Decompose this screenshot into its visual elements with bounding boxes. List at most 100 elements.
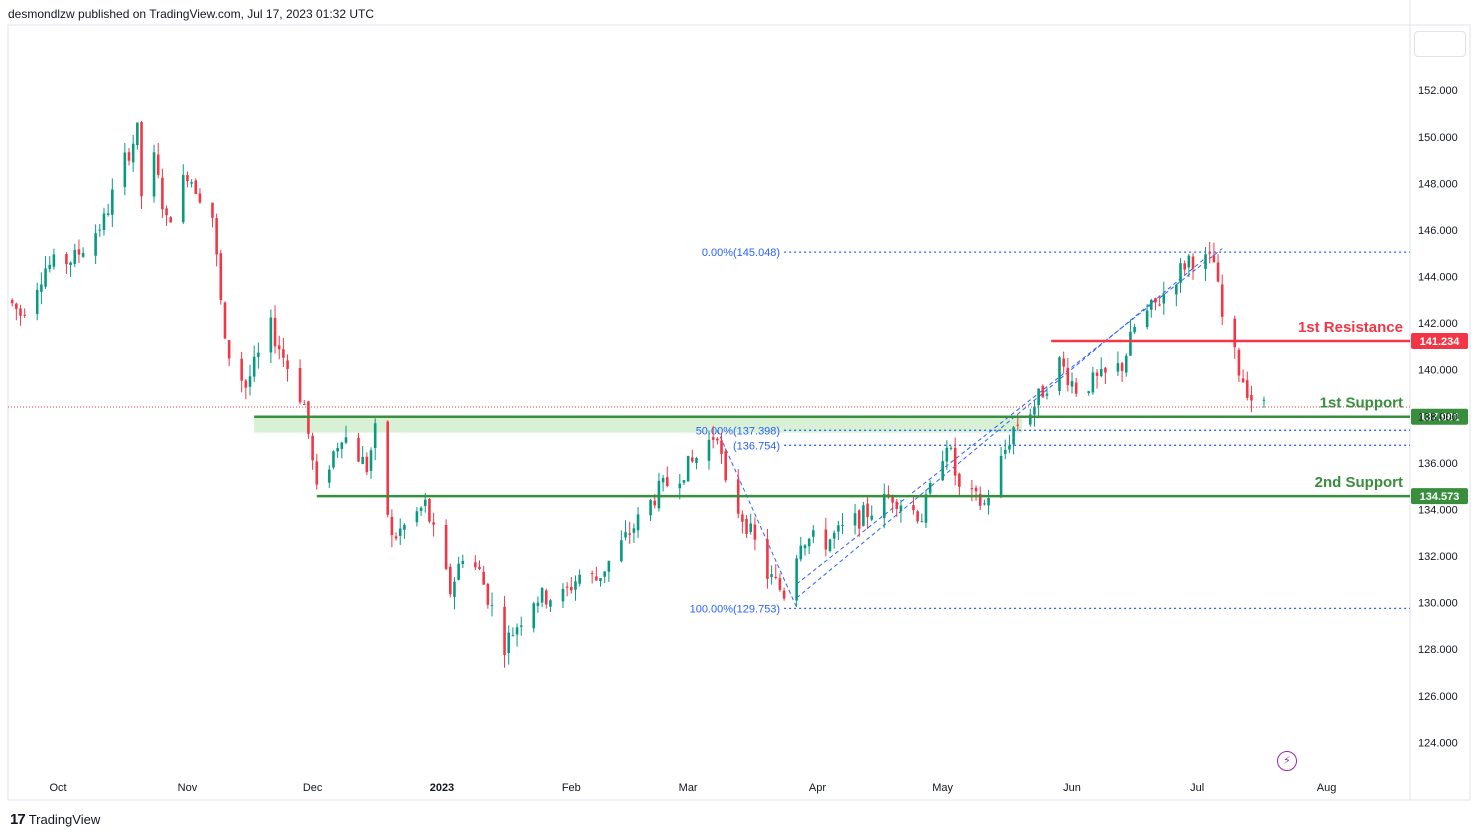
candle-body xyxy=(632,528,636,533)
price-tag-0 xyxy=(1411,332,1468,349)
candle-body xyxy=(486,583,490,605)
candle-body xyxy=(970,488,974,490)
candle-body xyxy=(1033,406,1036,415)
candle-body xyxy=(924,494,928,523)
x-tick-label: Nov xyxy=(178,782,198,794)
y-tick-label: 136.000 xyxy=(1418,458,1458,470)
candle-body xyxy=(1162,294,1166,304)
candle-body xyxy=(1233,318,1237,348)
candle-body xyxy=(828,539,832,551)
candle-body xyxy=(832,532,836,539)
candle-body xyxy=(340,442,344,449)
candle-body xyxy=(423,499,427,506)
candle-body xyxy=(866,503,869,518)
y-tick-label: 130.000 xyxy=(1418,598,1458,610)
candle-body xyxy=(240,358,243,381)
candle-body xyxy=(357,437,360,462)
candle-body xyxy=(428,499,431,522)
candle-body xyxy=(152,152,156,197)
candle-body xyxy=(248,376,252,387)
candle-body xyxy=(636,514,640,531)
candle-body xyxy=(1087,391,1091,393)
candle-body xyxy=(252,356,256,377)
candle-body xyxy=(298,368,302,403)
candle-body xyxy=(344,437,348,443)
candle-body xyxy=(44,268,47,287)
candle-body xyxy=(695,457,698,463)
candle-body xyxy=(1045,393,1049,396)
candle-body xyxy=(98,229,102,231)
candle-body xyxy=(853,513,857,526)
chart-frame xyxy=(7,24,1471,801)
candle-body xyxy=(19,308,22,316)
candle-body xyxy=(1095,372,1099,376)
candle-body xyxy=(1191,256,1195,269)
candle-body xyxy=(1145,310,1149,328)
y-tick-label: 132.000 xyxy=(1418,551,1458,563)
chart-settings-box[interactable] xyxy=(1414,31,1466,57)
tradingview-brand[interactable]: 17 TradingView xyxy=(10,811,100,828)
x-tick-label: Dec xyxy=(303,782,323,794)
y-tick-label: 152.000 xyxy=(1418,85,1458,97)
candle-body xyxy=(603,571,606,577)
lightning-bolt-icon[interactable]: ⚡ xyxy=(1277,751,1297,771)
candle-body xyxy=(1104,367,1107,373)
candle-body xyxy=(453,581,456,597)
candle-body xyxy=(1120,363,1124,371)
candle-body xyxy=(899,505,903,512)
candle-body xyxy=(1041,385,1045,398)
candle-body xyxy=(77,249,81,255)
candle-body xyxy=(1058,357,1061,392)
price-tag-2 xyxy=(1411,488,1468,505)
candle-body xyxy=(770,574,773,578)
candle-body xyxy=(273,317,277,347)
candle-body xyxy=(444,524,448,570)
candle-body xyxy=(332,451,335,468)
price-tag-text-1: 137.981 xyxy=(1420,412,1460,424)
y-tick-label: 126.000 xyxy=(1418,691,1458,703)
x-tick-label: Oct xyxy=(50,782,67,794)
support-zone xyxy=(254,416,1022,433)
candle-body xyxy=(837,525,840,532)
x-tick-label: Jun xyxy=(1063,782,1081,794)
candle-body xyxy=(161,177,164,210)
candle-body xyxy=(999,455,1003,497)
candle-body xyxy=(123,152,127,187)
candle-body xyxy=(15,303,18,310)
candle-body xyxy=(190,182,193,184)
candle-body xyxy=(1216,262,1220,282)
candle-body xyxy=(803,545,807,549)
candle-body xyxy=(1003,449,1007,454)
candle-body xyxy=(1208,252,1212,254)
candle-body xyxy=(741,514,744,522)
candle-body xyxy=(857,510,861,529)
candle-body xyxy=(661,477,665,483)
candle-body xyxy=(862,505,865,526)
candle-body xyxy=(544,590,548,605)
y-tick-label: 144.000 xyxy=(1418,272,1458,284)
candle-body xyxy=(140,122,143,197)
candle-body xyxy=(519,625,523,627)
candle-body xyxy=(1062,358,1065,367)
candle-body xyxy=(69,262,72,266)
candle-body xyxy=(720,440,723,454)
candle-body xyxy=(386,421,390,515)
candle-body xyxy=(941,461,944,481)
candle-body xyxy=(795,558,798,601)
y-tick-label: 146.000 xyxy=(1418,225,1458,237)
y-tick-label: 140.000 xyxy=(1418,365,1458,377)
candle-body xyxy=(657,480,661,509)
x-tick-label: Jul xyxy=(1190,782,1204,794)
candle-body xyxy=(415,511,419,523)
level-label-2: 2nd Support xyxy=(1315,474,1403,491)
candle-body xyxy=(136,122,139,146)
candle-body xyxy=(327,469,331,483)
candle-body xyxy=(244,380,248,388)
candle-body xyxy=(799,545,803,560)
candle-body xyxy=(745,519,748,534)
candle-body xyxy=(532,603,536,629)
candle-body xyxy=(48,264,52,269)
candle-body xyxy=(336,447,339,452)
candle-body xyxy=(753,524,757,540)
